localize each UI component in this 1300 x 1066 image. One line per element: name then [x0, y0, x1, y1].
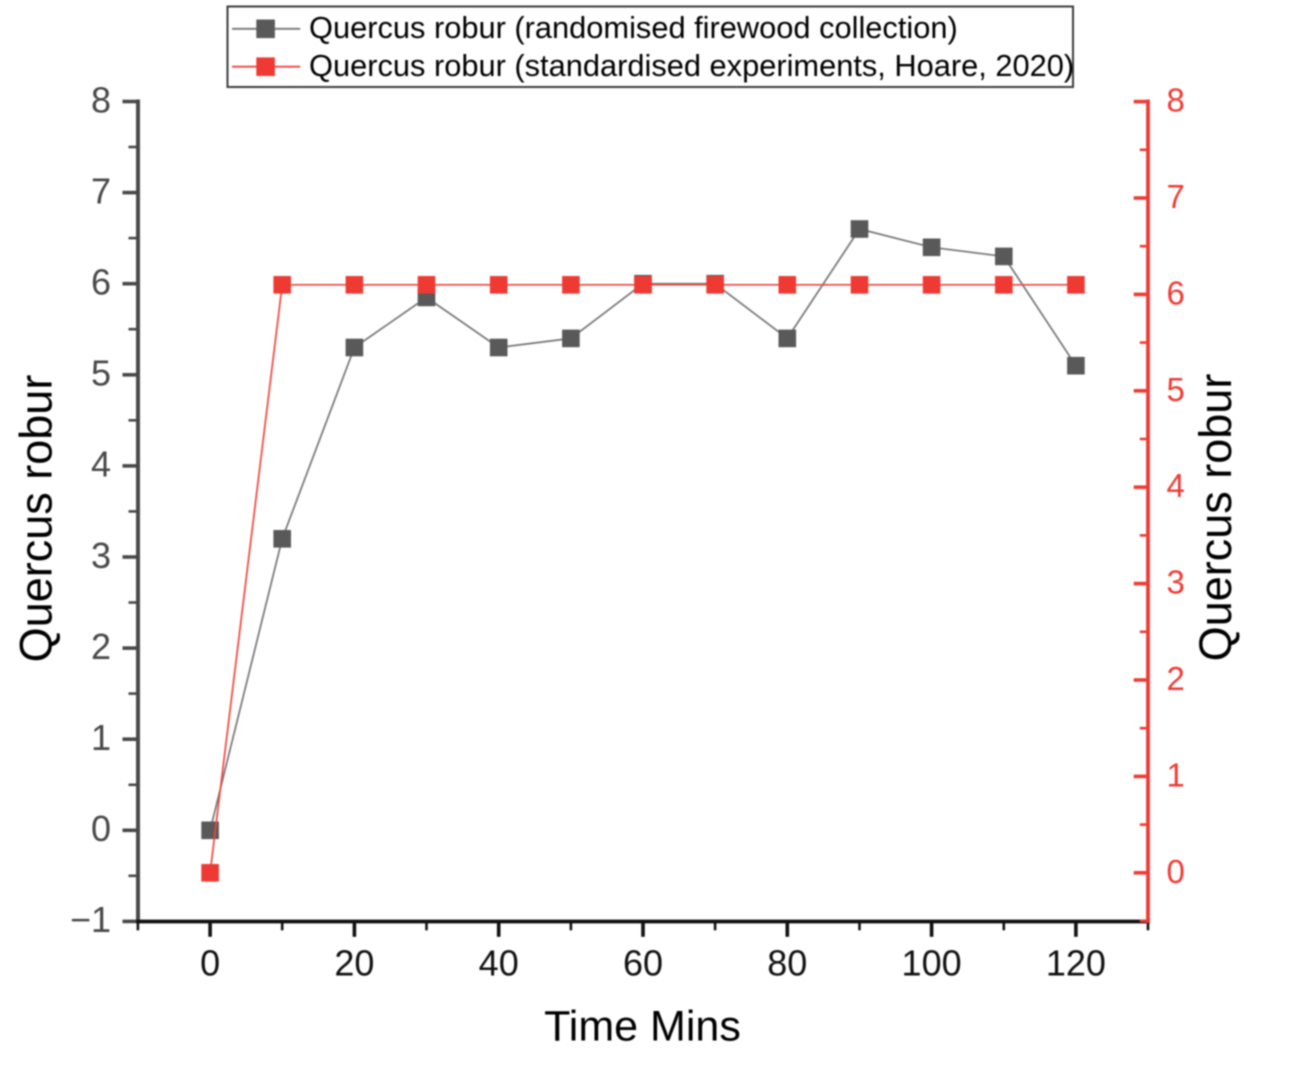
svg-text:4: 4 — [1167, 467, 1185, 504]
svg-text:2: 2 — [91, 626, 111, 667]
svg-text:3: 3 — [91, 535, 111, 576]
svg-text:20: 20 — [334, 943, 374, 984]
svg-text:100: 100 — [902, 943, 962, 984]
svg-text:5: 5 — [91, 353, 111, 394]
svg-text:Time Mins: Time Mins — [544, 1003, 741, 1051]
svg-text:8: 8 — [91, 79, 111, 120]
svg-text:80: 80 — [767, 943, 807, 984]
svg-text:8: 8 — [1167, 82, 1185, 119]
svg-text:−1: −1 — [70, 899, 111, 940]
svg-text:Quercus robur: Quercus robur — [1190, 374, 1241, 662]
svg-text:1: 1 — [1167, 756, 1185, 793]
svg-text:6: 6 — [1167, 274, 1185, 311]
svg-text:0: 0 — [91, 808, 111, 849]
svg-text:4: 4 — [91, 444, 111, 485]
svg-text:60: 60 — [623, 943, 663, 984]
svg-text:40: 40 — [479, 943, 519, 984]
svg-text:Quercus robur (randomised fire: Quercus robur (randomised firewood colle… — [309, 10, 958, 45]
svg-text:7: 7 — [91, 170, 111, 211]
svg-text:3: 3 — [1167, 564, 1185, 601]
svg-text:0: 0 — [200, 943, 220, 984]
svg-text:0: 0 — [1167, 853, 1185, 890]
svg-text:2: 2 — [1167, 660, 1185, 697]
svg-text:1: 1 — [91, 717, 111, 758]
svg-text:Quercus robur (standardised ex: Quercus robur (standardised experiments,… — [309, 48, 1074, 83]
svg-text:Quercus robur: Quercus robur — [11, 375, 62, 663]
svg-text:120: 120 — [1046, 943, 1106, 984]
svg-text:7: 7 — [1167, 178, 1185, 215]
svg-text:5: 5 — [1167, 371, 1185, 408]
svg-text:6: 6 — [91, 262, 111, 303]
